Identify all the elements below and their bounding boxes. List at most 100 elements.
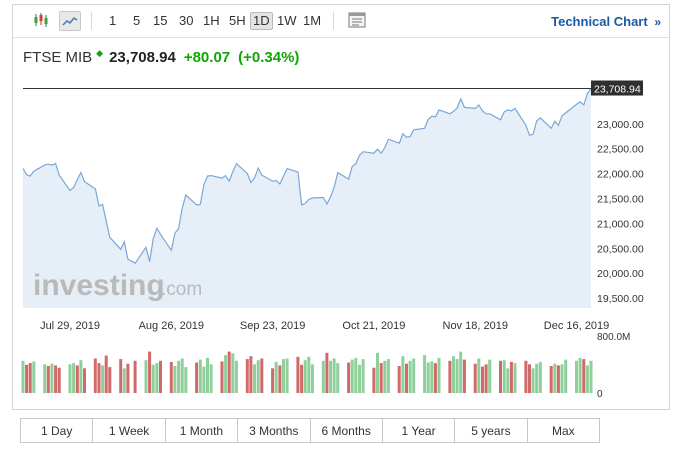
volume-bar (538, 361, 542, 393)
timeframe-1[interactable]: 1 (109, 13, 117, 28)
volume-bar (28, 363, 32, 393)
volume-bar (177, 360, 181, 393)
toolbar-divider (333, 12, 334, 30)
volume-bar (347, 362, 351, 393)
volume-bar (50, 363, 54, 393)
double-chevron-right-icon: » (654, 15, 661, 29)
period-5-years[interactable]: 5 years (455, 419, 528, 442)
candlestick-icon[interactable] (31, 11, 51, 29)
period-1-week[interactable]: 1 Week (93, 419, 166, 442)
volume-bar (462, 359, 466, 393)
volume-bar (481, 366, 484, 393)
volume-bar (499, 360, 502, 393)
volume-bar (448, 360, 452, 393)
timeframe-1h[interactable]: 1H (203, 13, 220, 28)
volume-bar (119, 359, 123, 393)
volume-bar (101, 365, 105, 393)
y-tick-label: 20,000.00 (597, 268, 644, 280)
volume-bar (430, 361, 434, 393)
volume-bar (25, 364, 29, 393)
volume-bar (133, 360, 137, 393)
x-tick-label: Nov 18, 2019 (443, 320, 508, 332)
volume-bar (564, 359, 568, 393)
period-1-year[interactable]: 1 Year (382, 419, 456, 442)
investing-watermark: investing (33, 269, 165, 302)
volume-bar (524, 360, 528, 393)
volume-bar (122, 368, 126, 393)
volume-bar (271, 368, 275, 393)
volume-bar (528, 364, 531, 394)
volume-bar (358, 364, 361, 393)
timeframe-5h[interactable]: 5H (229, 13, 246, 28)
volume-bar (535, 363, 539, 393)
volume-bar (303, 360, 307, 393)
volume-bar (72, 363, 76, 393)
volume-bar (151, 364, 155, 393)
chart-widget: 1 5 15 30 1H 5H 1D 1W 1M Technical Chart… (12, 4, 670, 410)
y-tick-label: 19,500.00 (597, 293, 644, 305)
volume-bar (184, 367, 188, 393)
price-line (22, 88, 592, 264)
period-max[interactable]: Max (527, 419, 599, 442)
chart-settings-icon[interactable] (347, 11, 367, 29)
volume-bar (401, 356, 405, 393)
volume-bar (350, 359, 354, 393)
timeframe-1m[interactable]: 1M (303, 13, 322, 28)
volume-bar (506, 368, 510, 393)
volume-bar (253, 364, 256, 394)
x-tick-label: Dec 16, 2019 (544, 320, 609, 332)
volume-bar (408, 360, 412, 393)
volume-bar (83, 368, 86, 393)
volume-bar (336, 363, 340, 393)
period-3-months[interactable]: 3 Months (238, 419, 311, 442)
technical-chart-link[interactable]: Technical Chart » (551, 14, 661, 29)
volume-bar (589, 360, 593, 393)
volume-bar (513, 363, 517, 393)
volume-bar (104, 355, 108, 393)
timeframe-15[interactable]: 15 (153, 13, 168, 28)
timeframe-1w[interactable]: 1W (277, 13, 297, 28)
x-tick-label: Oct 21, 2019 (342, 320, 405, 332)
volume-bar (202, 366, 206, 393)
volume-bar (531, 368, 535, 393)
period-6-months[interactable]: 6 Months (310, 419, 383, 442)
volume-bar (433, 363, 437, 393)
volume-bar (310, 364, 314, 394)
period-selector: 1 Day 1 Week 1 Month 3 Months 6 Months 1… (20, 418, 600, 443)
volume-bar (227, 351, 231, 393)
x-tick-label: Aug 26, 2019 (139, 320, 204, 332)
period-1-day[interactable]: 1 Day (21, 419, 94, 442)
last-price: 23,708.94 (109, 49, 176, 66)
volume-bar (386, 359, 390, 393)
volume-bar (383, 360, 387, 393)
volume-bar (477, 358, 481, 393)
volume-bar (144, 360, 148, 393)
volume-bar (97, 363, 101, 393)
line-chart-icon[interactable] (59, 11, 81, 31)
volume-bar (21, 360, 25, 393)
timeframe-1d[interactable]: 1D (250, 12, 273, 30)
y-tick-label: 22,000.00 (597, 169, 644, 181)
instrument-name: FTSE MIB (23, 49, 93, 66)
volume-bar (423, 355, 427, 393)
timeframe-5[interactable]: 5 (133, 13, 141, 28)
y-tick-label: 21,500.00 (597, 193, 644, 205)
volume-max-label: 800.0M (597, 332, 630, 343)
volume-bar (260, 358, 264, 393)
up-arrow-icon: ◆ (96, 48, 104, 58)
period-1-month[interactable]: 1 Month (165, 419, 239, 442)
price-chart: investing.com 23,708.94 19,500.00 20,000.00… (21, 80, 644, 400)
volume-bar (300, 364, 304, 393)
volume-bar (220, 361, 224, 393)
timeframe-30[interactable]: 30 (179, 13, 194, 28)
volume-bar (549, 366, 553, 393)
volume-bar (93, 358, 97, 393)
toolbar-divider (91, 12, 92, 30)
volume-bar (282, 359, 285, 393)
volume-bar (473, 363, 477, 393)
price-area (23, 88, 591, 308)
volume-bar (452, 356, 455, 393)
volume-bar (43, 364, 47, 394)
volume-bar (278, 365, 282, 393)
volume-bar (321, 360, 325, 393)
